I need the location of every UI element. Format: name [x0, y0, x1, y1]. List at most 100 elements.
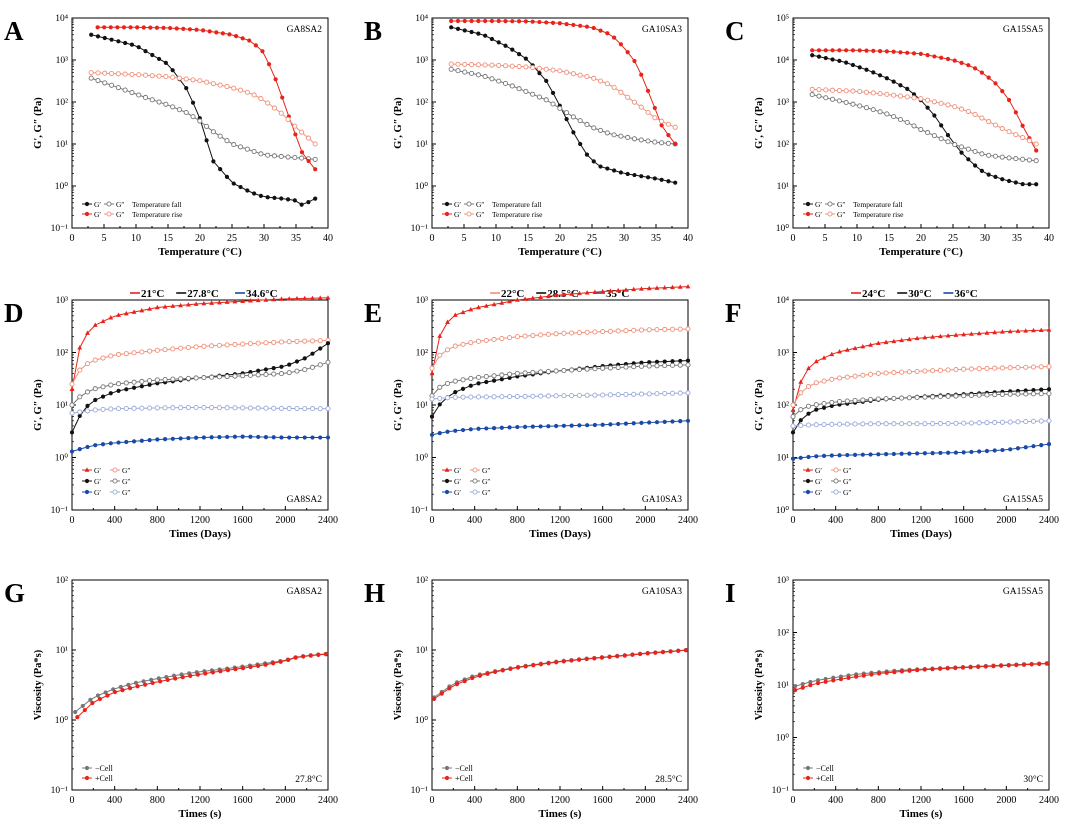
data-point	[1000, 89, 1005, 94]
data-point	[897, 93, 903, 99]
y-tick-label: 10⁻¹	[411, 224, 429, 234]
data-point	[170, 104, 176, 110]
y-axis-title: G′, G″ (Pa)	[754, 97, 765, 149]
y-tick-label: 10¹	[56, 401, 69, 411]
data-point	[837, 349, 842, 354]
data-point	[536, 65, 542, 71]
data-point	[877, 49, 883, 54]
series	[69, 434, 331, 454]
y-axis-title: Viscosity (Pa*s)	[393, 649, 404, 720]
legend: G′ G″ G′ G″ G′ G″	[803, 466, 852, 497]
x-tick-label: 800	[510, 515, 525, 526]
data-point	[491, 373, 497, 379]
data-point	[1006, 97, 1012, 103]
data-point	[522, 370, 528, 376]
data-point	[136, 72, 142, 78]
data-point	[483, 337, 489, 343]
data-point	[798, 455, 803, 460]
series-line	[431, 364, 689, 397]
top-legend-label: 34.6°C	[246, 288, 278, 300]
y-tick-label: 10⁰	[415, 181, 429, 192]
data-point	[999, 154, 1005, 160]
data-point	[1015, 328, 1021, 333]
data-point	[476, 381, 481, 386]
data-point	[225, 434, 230, 440]
data-point	[892, 669, 897, 675]
data-point	[550, 101, 556, 107]
data-point	[607, 328, 613, 334]
series	[809, 92, 1039, 164]
data-point	[452, 312, 458, 317]
data-point	[69, 410, 75, 416]
data-point	[77, 447, 82, 452]
legend-marker	[106, 211, 112, 217]
data-point	[178, 376, 184, 382]
data-point	[455, 18, 461, 24]
data-point	[618, 170, 623, 175]
data-point	[128, 25, 133, 30]
y-tick-label: 10⁰	[55, 453, 69, 464]
data-point	[1026, 138, 1032, 144]
data-point	[537, 70, 542, 76]
data-point	[871, 48, 876, 53]
data-point	[248, 664, 253, 670]
data-point	[973, 66, 978, 71]
y-tick-label: 10¹	[56, 646, 69, 656]
data-point	[646, 363, 652, 369]
data-point	[141, 25, 146, 30]
y-tick-label: 10⁴	[776, 296, 790, 306]
data-point	[1020, 181, 1025, 187]
data-point	[1023, 388, 1028, 393]
data-point	[931, 133, 937, 139]
data-point	[1015, 446, 1021, 451]
data-point	[170, 303, 176, 308]
data-point	[605, 166, 610, 171]
series-line	[91, 72, 316, 145]
data-point	[162, 304, 168, 309]
series-line	[91, 77, 316, 160]
data-point	[914, 368, 920, 374]
data-point	[278, 339, 285, 345]
data-point	[185, 345, 191, 351]
data-point	[968, 665, 973, 670]
data-point	[516, 52, 522, 57]
series	[429, 283, 691, 376]
x-axis-title: Times (Days)	[529, 528, 591, 540]
legend-marker	[805, 765, 811, 771]
legend-marker	[84, 478, 90, 484]
data-point	[961, 420, 967, 426]
x-tick-label: 0	[70, 233, 75, 244]
data-point	[554, 423, 559, 429]
data-point	[564, 69, 570, 75]
data-point	[891, 421, 897, 427]
data-point	[647, 420, 652, 425]
temperature-label: 27.8°C	[295, 774, 322, 785]
data-point	[922, 451, 927, 456]
data-point	[1020, 123, 1025, 128]
data-point	[109, 37, 114, 42]
x-tick-label: 35	[651, 233, 661, 244]
data-point	[1000, 447, 1005, 453]
legend-label: G′	[454, 200, 461, 209]
data-point	[623, 287, 629, 292]
data-point	[953, 420, 959, 426]
series-line	[431, 420, 689, 436]
data-point	[597, 127, 604, 133]
data-point	[837, 453, 842, 458]
data-point	[475, 374, 482, 380]
data-point	[813, 422, 819, 428]
x-tick-label: 2000	[635, 795, 655, 806]
legend-label: G′	[815, 466, 822, 475]
data-point	[224, 138, 230, 144]
data-point	[659, 123, 664, 128]
plot-frame	[431, 579, 689, 791]
data-point	[986, 119, 992, 125]
data-point	[491, 394, 497, 400]
data-point	[591, 125, 597, 131]
x-tick-label: 1600	[954, 515, 974, 526]
data-point	[972, 111, 978, 117]
data-point	[979, 115, 985, 121]
panel-E: 0 400 800 1200 1600 2000 2400 10⁻¹ 10⁰ 10¹ 10² 10³ T…	[364, 283, 698, 540]
data-point	[232, 299, 238, 304]
legend-label: G′	[454, 210, 461, 219]
